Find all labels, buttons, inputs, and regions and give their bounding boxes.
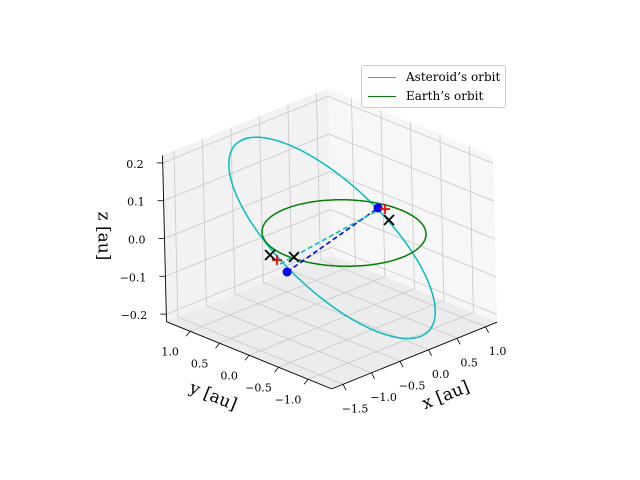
y-axis-label: y [au] <box>186 378 240 415</box>
gridline-z <box>331 247 497 315</box>
gridline-z <box>165 209 331 277</box>
y-tick-label: 0.0 <box>220 369 238 382</box>
z-tick-label: 0.1 <box>127 196 145 209</box>
gridline-z <box>163 133 330 202</box>
legend-label-earth: Earth’s orbit <box>406 89 484 103</box>
y-tick-label: 1.0 <box>161 345 179 358</box>
z-tick-label: −0.2 <box>121 309 148 322</box>
gridline-z <box>327 95 494 164</box>
x-tick-label: −1.5 <box>342 402 369 415</box>
cross-marker <box>288 251 300 263</box>
x-tick-label: −0.5 <box>399 379 426 392</box>
x-tick-label: 0.0 <box>432 368 450 381</box>
z-tick-label: 0.2 <box>126 158 144 171</box>
legend-swatch-earth <box>368 95 396 97</box>
legend: Asteroid’s orbit Earth’s orbit <box>361 65 506 108</box>
x-tick-mark <box>485 326 489 333</box>
plus-marker <box>380 203 391 214</box>
y-tick-mark <box>303 379 309 385</box>
gridline-z <box>164 171 330 239</box>
y-tick-label: −1.0 <box>275 393 302 406</box>
y-tick-mark <box>185 331 191 337</box>
x-axis-label: x [au] <box>419 377 472 414</box>
x-tick-label: 1.0 <box>489 345 507 358</box>
gridline-z <box>329 171 496 240</box>
gridline-z <box>162 95 329 164</box>
y-tick-label: −0.5 <box>245 381 272 394</box>
z-axis-label: z [au] <box>94 212 114 261</box>
y-tick-mark <box>244 355 250 361</box>
earth-orbit-line <box>261 199 427 267</box>
y-tick-label: 0.5 <box>191 357 209 370</box>
legend-label-asteroid: Asteroid’s orbit <box>406 70 501 84</box>
gridline-y <box>278 300 445 368</box>
legend-item-asteroid: Asteroid’s orbit <box>368 68 500 86</box>
gridline-y <box>307 312 474 380</box>
position-dot-marker <box>373 203 383 213</box>
y-tick-mark <box>215 343 220 349</box>
z-tick-label: 0.0 <box>128 234 146 247</box>
x-tick-label: 0.5 <box>460 356 478 369</box>
gridline-y <box>219 276 386 344</box>
x-tick-mark <box>456 338 461 345</box>
y-tick-mark <box>274 367 279 373</box>
x-tick-mark <box>342 384 347 391</box>
cross-marker <box>264 249 276 261</box>
gridline-z <box>166 247 332 315</box>
cross-marker <box>383 214 395 226</box>
x-tick-label: −1.0 <box>370 391 397 404</box>
asteroid-orbit-line <box>228 136 436 340</box>
legend-item-earth: Earth’s orbit <box>368 87 483 105</box>
x-tick-mark <box>428 349 432 356</box>
gridline-z <box>328 133 495 202</box>
gridline-y <box>189 264 356 332</box>
plus-marker <box>271 255 282 266</box>
x-tick-mark <box>399 361 404 368</box>
x-tick-mark <box>371 372 375 379</box>
dashed-connector <box>286 207 379 273</box>
x-axis-line <box>331 321 498 390</box>
legend-swatch-asteroid <box>368 76 396 78</box>
position-dot-marker <box>282 267 292 277</box>
z-tick-label: −0.1 <box>120 271 147 284</box>
gridline-y <box>248 288 415 356</box>
